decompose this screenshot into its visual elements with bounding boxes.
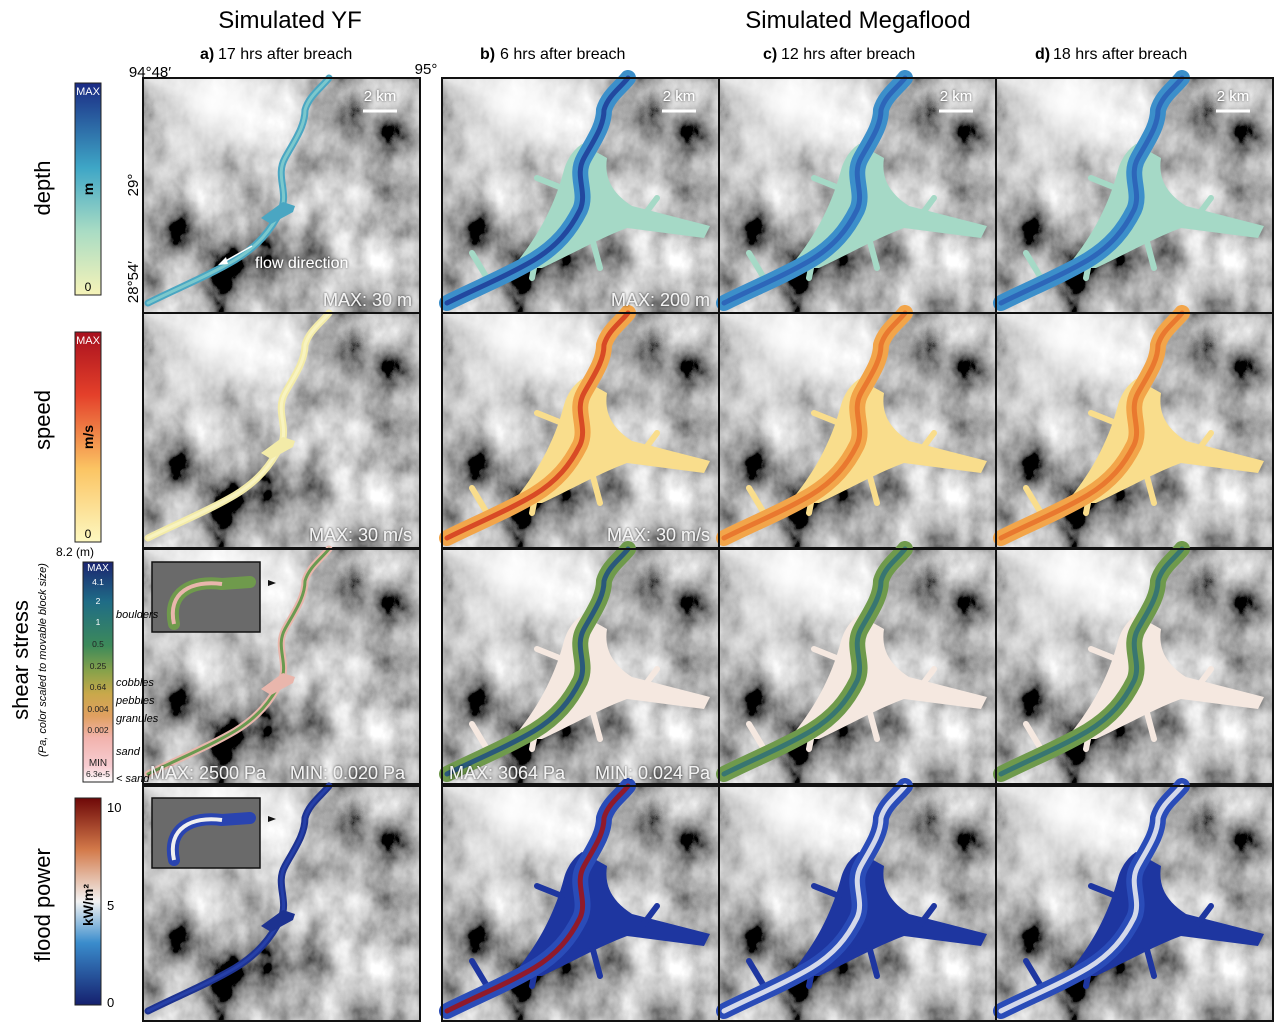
row-sublabel: (Pa, color scaled to movable block size) bbox=[37, 563, 49, 757]
longitude: 95° bbox=[415, 61, 438, 78]
grain-class: cobbles bbox=[116, 677, 154, 689]
colorbar-tick: MIN bbox=[89, 758, 107, 769]
colorbar-tick: 0.002 bbox=[87, 725, 109, 735]
column-label: 17 hrs after breach bbox=[218, 46, 352, 63]
panel-note: MAX: 3064 Pa bbox=[449, 763, 566, 783]
colorbar-tick: 2 bbox=[96, 596, 101, 606]
row-label: depth bbox=[30, 160, 55, 215]
panel-note: MAX: 30 m/s bbox=[607, 525, 710, 545]
map-panel bbox=[719, 549, 996, 784]
colorbar-tick: 0.64 bbox=[90, 682, 107, 692]
grain-class: granules bbox=[116, 713, 159, 725]
colorbar-bottom: 0 bbox=[85, 280, 92, 294]
column-letter: d) bbox=[1035, 46, 1050, 63]
map-panel bbox=[996, 549, 1273, 784]
column-label: 6 hrs after breach bbox=[500, 46, 625, 63]
grain-class: pebbles bbox=[115, 695, 155, 707]
column-letter: c) bbox=[763, 46, 777, 63]
map-panel bbox=[719, 786, 996, 1021]
row-label: speed bbox=[30, 390, 55, 450]
colorbar-tick: MAX bbox=[87, 563, 109, 574]
colorbar-tick: 0.25 bbox=[90, 661, 107, 671]
panel-note: MAX: 2500 Pa bbox=[150, 763, 267, 783]
colorbar-top: MAX bbox=[76, 86, 101, 98]
map-panel bbox=[996, 313, 1273, 548]
panel-note: MIN: 0.020 Pa bbox=[290, 763, 406, 783]
colorbar-tick: 1 bbox=[96, 617, 101, 627]
colorbar-bottom: 0 bbox=[85, 527, 92, 541]
map-panel bbox=[996, 786, 1273, 1021]
map-panel: 2 km bbox=[442, 78, 719, 313]
colorbar-tick: 0.004 bbox=[87, 704, 109, 714]
scale-bar-label: 2 km bbox=[1217, 88, 1250, 105]
page: Simulated YF Simulated Megaflood a)17 hrs … bbox=[0, 0, 1274, 1022]
flow-label: flow direction bbox=[255, 255, 348, 272]
panel-note: MAX: 30 m bbox=[323, 290, 412, 310]
colorbar-tick: 0.5 bbox=[92, 639, 104, 649]
row-label: flood power bbox=[30, 848, 55, 962]
map-panel bbox=[143, 313, 420, 548]
header: Simulated Megaflood bbox=[745, 7, 970, 34]
colorbar-unit: m bbox=[80, 183, 96, 195]
header: Simulated YF bbox=[218, 7, 362, 34]
colorbar-tick: 0 bbox=[107, 995, 114, 1010]
map-panel: 2 km bbox=[996, 78, 1273, 313]
grain-class: < sand bbox=[116, 773, 150, 785]
map-panel bbox=[442, 313, 719, 548]
column-label: 12 hrs after breach bbox=[781, 46, 915, 63]
colorbar-tick: 5 bbox=[107, 898, 114, 913]
colorbar-unit: m/s bbox=[80, 425, 96, 449]
map-panel bbox=[719, 313, 996, 548]
panel-note: MAX: 30 m/s bbox=[309, 525, 412, 545]
colorbar-tick: 6.3e-5 bbox=[86, 769, 110, 779]
colorbar bbox=[83, 562, 113, 782]
scale-bar-label: 2 km bbox=[663, 88, 696, 105]
colorbar-unit: kW/m² bbox=[80, 884, 96, 926]
panel-note: MIN: 0.024 Pa bbox=[595, 763, 711, 783]
colorbar-top: MAX bbox=[76, 335, 101, 347]
map-panel: 2 km bbox=[719, 78, 996, 313]
row-label: shear stress bbox=[8, 600, 33, 720]
map-panel bbox=[442, 786, 719, 1021]
map-panel: 2 km bbox=[143, 78, 420, 313]
latitude: 29° bbox=[125, 174, 142, 197]
latitude: 28°54′ bbox=[125, 261, 142, 303]
scale-bar-label: 2 km bbox=[940, 88, 973, 105]
colorbar-tick: 10 bbox=[107, 800, 121, 815]
panel-note: MAX: 200 m bbox=[611, 290, 710, 310]
grain-class: sand bbox=[116, 746, 141, 758]
grain-class: boulders bbox=[116, 609, 159, 621]
figure: Simulated YF Simulated Megaflood a)17 hrs … bbox=[0, 0, 1274, 1022]
column-letter: b) bbox=[480, 46, 495, 63]
colorbar-tick: 4.1 bbox=[92, 577, 104, 587]
scale-bar-label: 2 km bbox=[364, 88, 397, 105]
colorbar-note: 8.2 (m) bbox=[56, 545, 94, 559]
column-label: 18 hrs after breach bbox=[1053, 46, 1187, 63]
map-panel bbox=[442, 549, 719, 784]
column-letter: a) bbox=[200, 46, 214, 63]
